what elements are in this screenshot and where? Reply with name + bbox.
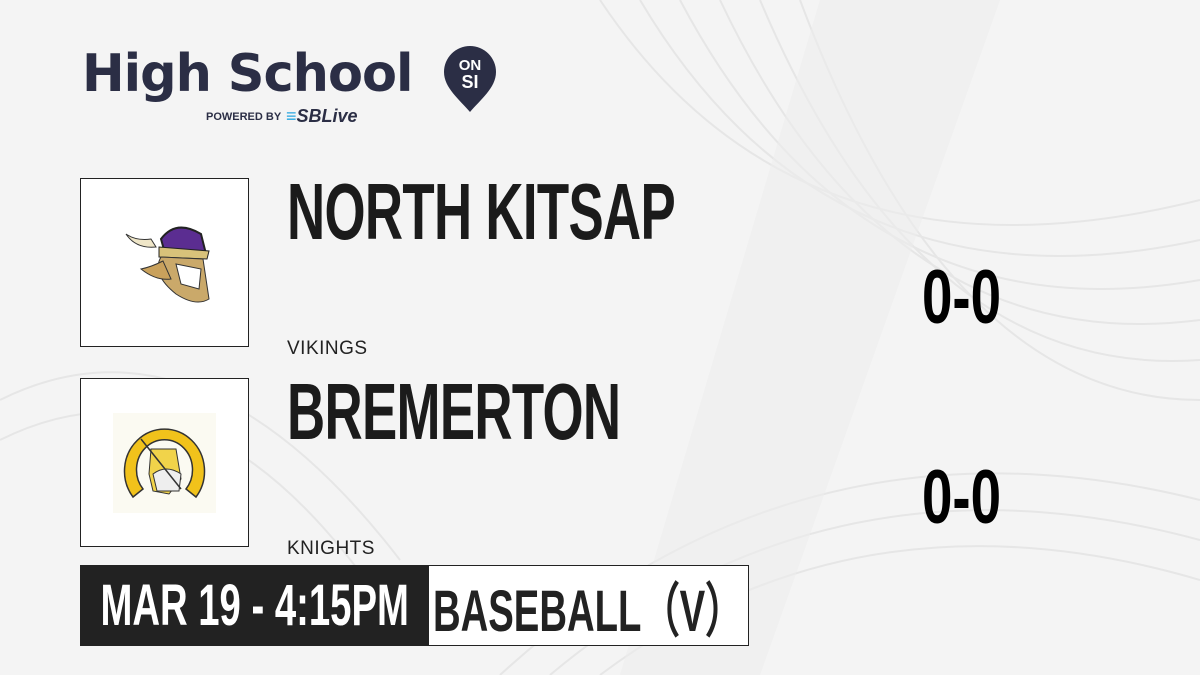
viking-head-logo xyxy=(125,226,210,303)
away-team-record: 0-0 xyxy=(922,455,1002,540)
game-datetime: MAR 19 - 4:15PM xyxy=(81,566,429,645)
on-si-pin-icon: ON SI xyxy=(444,46,496,112)
away-team-name: BREMERTON xyxy=(287,367,621,456)
north-kitsap-logo xyxy=(80,178,249,347)
svg-text:SI: SI xyxy=(461,72,478,92)
home-team-record: 0-0 xyxy=(922,255,1002,340)
sblive-text: SBLive xyxy=(296,106,358,126)
game-sport: BASEBALL（V） xyxy=(429,566,748,645)
powered-by-label: POWERED BY xyxy=(206,111,282,123)
away-team-mascot: KNIGHTS xyxy=(287,538,375,559)
bremerton-knight-logo xyxy=(113,413,216,513)
sblive-logo: ≡SBLive xyxy=(286,106,358,127)
game-datetime-text: MAR 19 - 4:15PM xyxy=(100,573,410,638)
game-sport-text: BASEBALL（V） xyxy=(433,578,744,644)
sblive-mark-icon: ≡ xyxy=(286,106,297,126)
home-team-mascot: VIKINGS xyxy=(287,338,368,359)
game-info-bar: MAR 19 - 4:15PM BASEBALL（V） xyxy=(80,565,749,646)
brand-title: High School xyxy=(82,44,414,104)
home-team-name: NORTH KITSAP xyxy=(287,167,676,256)
bremerton-logo xyxy=(80,378,249,547)
svg-text:ON: ON xyxy=(459,57,482,74)
